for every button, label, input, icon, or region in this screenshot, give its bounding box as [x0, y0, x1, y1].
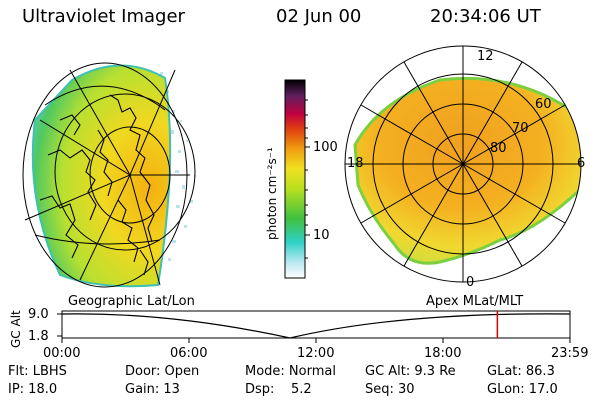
mode-status: Mode: Normal [245, 364, 336, 379]
right-panel-caption: Apex MLat/MLT [426, 294, 524, 309]
right-auroral-image [353, 76, 581, 265]
ip-value: IP: 18.0 [8, 382, 58, 397]
door-status: Door: Open [125, 364, 200, 379]
orbit-altitude-curve [61, 313, 571, 339]
orbit-ylabel: GC Alt [9, 310, 23, 348]
orbit-ytick-min: 1.8 [28, 329, 49, 344]
colorbar-ticks [305, 99, 310, 259]
orbit-time-tick-3: 18:00 [424, 346, 462, 361]
filter-status: Flt: LBHS [8, 364, 67, 379]
left-auroral-image [31, 64, 196, 288]
dsp-value: Dsp: 5.2 [245, 382, 312, 397]
observation-date: 02 Jun 00 [276, 6, 362, 27]
orbit-time-tick-0: 00:00 [43, 346, 81, 361]
mlat-label-60: 60 [535, 97, 552, 112]
orbit-time-tick-2: 12:00 [297, 346, 335, 361]
colorbar [284, 79, 306, 279]
left-grid [22, 62, 196, 288]
orbit-ytick-max: 9.0 [28, 307, 49, 322]
mlat-label-80: 80 [490, 141, 507, 156]
colorbar-tick-10: 10 [313, 228, 330, 243]
orbit-time-tick-1: 06:00 [170, 346, 208, 361]
mlt-label-12: 12 [477, 49, 494, 64]
right-polar-grid [344, 45, 582, 283]
app-title: Ultraviolet Imager [22, 6, 185, 27]
geo-longitude: GLon: 17.0 [487, 382, 558, 397]
geo-latitude: GLat: 86.3 [487, 364, 555, 379]
mlat-label-70: 70 [512, 121, 529, 136]
mlt-label-18: 18 [347, 156, 364, 171]
colorbar-unit-label: photon cm⁻²s⁻¹ [265, 147, 279, 240]
sequence-value: Seq: 30 [365, 382, 415, 397]
observation-time: 20:34:06 UT [430, 6, 541, 27]
gc-altitude: GC Alt: 9.3 Re [365, 364, 456, 379]
colorbar-tick-100: 100 [313, 140, 338, 155]
mlt-label-6: 6 [577, 156, 586, 171]
orbit-time-tick-4: 23:59 [551, 346, 589, 361]
orbit-plot [57, 310, 571, 343]
left-panel-caption: Geographic Lat/Lon [68, 294, 195, 309]
gain-value: Gain: 13 [125, 382, 180, 397]
mlt-label-0: 0 [466, 275, 475, 290]
coastlines [39, 94, 155, 276]
